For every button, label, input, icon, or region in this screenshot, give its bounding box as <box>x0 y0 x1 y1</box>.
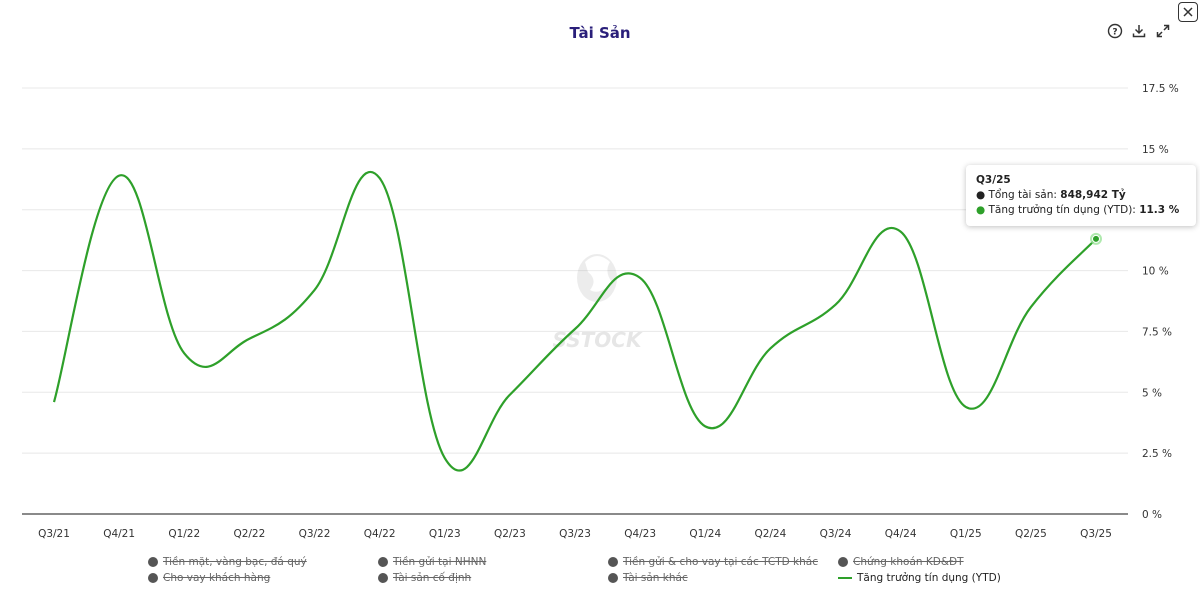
x-tick-label: Q1/24 <box>689 528 721 540</box>
legend-item-customer-loans[interactable]: Cho vay khách hàng <box>148 572 270 584</box>
legend-label: Tăng trưởng tín dụng (YTD) <box>857 572 1001 584</box>
y-axis: 0 % 2.5 % 5 % 7.5 % 10 % 15 % 17.5 % <box>1142 83 1179 521</box>
legend-marker <box>378 557 388 567</box>
legend-label: Tiền gửi & cho vay tại các TCTD khác <box>623 556 818 568</box>
legend-item-other-assets[interactable]: Tài sản khác <box>608 572 688 584</box>
x-tick-label: Q4/22 <box>364 528 396 540</box>
x-tick-label: Q4/23 <box>624 528 656 540</box>
tooltip-row-total-assets: ● Tổng tài sản: 848,942 Tỷ <box>976 189 1126 201</box>
x-tick-label: Q1/22 <box>168 528 200 540</box>
help-icon[interactable]: ? <box>1106 22 1124 40</box>
legend-label: Tài sản khác <box>623 572 688 584</box>
y-tick-label: 10 % <box>1142 266 1169 278</box>
x-tick-label: Q3/22 <box>299 528 331 540</box>
close-icon[interactable] <box>1178 2 1198 22</box>
tooltip-row-credit-growth: ● Tăng trưởng tín dụng (YTD): 11.3 % <box>976 204 1180 216</box>
legend-marker <box>148 557 158 567</box>
chart-title: Tài Sản <box>569 24 631 42</box>
x-tick-label: Q3/23 <box>559 528 591 540</box>
x-tick-label: Q2/23 <box>494 528 526 540</box>
legend-item-fixed-assets[interactable]: Tài sản cố định <box>378 572 471 584</box>
x-tick-label: Q3/21 <box>38 528 70 540</box>
legend-item-sbv-deposits[interactable]: Tiền gửi tại NHNN <box>378 556 486 568</box>
legend-label: Tiền gửi tại NHNN <box>393 556 487 568</box>
chart-toolbar: ? <box>1106 22 1172 40</box>
highlight-point <box>1092 234 1100 243</box>
y-tick-label: 5 % <box>1142 387 1162 399</box>
svg-text:SSTOCK: SSTOCK <box>553 328 643 352</box>
svg-text:?: ? <box>1112 28 1117 38</box>
tooltip-value: 848,942 Tỷ <box>1060 189 1126 201</box>
x-tick-label: Q2/22 <box>233 528 265 540</box>
legend-item-cash[interactable]: Tiền mặt, vàng bạc, đá quý <box>148 556 307 568</box>
legend-item-securities[interactable]: Chứng khoán KD&ĐT <box>838 556 964 568</box>
grid <box>22 87 1128 515</box>
legend-marker <box>608 573 618 583</box>
x-tick-label: Q2/24 <box>754 528 786 540</box>
download-icon[interactable] <box>1130 22 1148 40</box>
x-tick-label: Q1/25 <box>950 528 982 540</box>
y-tick-label: 17.5 % <box>1142 83 1179 95</box>
legend-marker <box>148 573 158 583</box>
legend-label: Tiền mặt, vàng bạc, đá quý <box>163 556 307 568</box>
x-tick-label: Q1/23 <box>429 528 461 540</box>
legend-marker <box>838 557 848 567</box>
tooltip-title: Q3/25 <box>976 174 1011 186</box>
y-tick-label: 15 % <box>1142 144 1169 156</box>
legend-item-credit-growth[interactable]: Tăng trưởng tín dụng (YTD) <box>838 572 1001 584</box>
y-tick-label: 7.5 % <box>1142 326 1172 338</box>
legend-marker <box>608 557 618 567</box>
legend-label: Tài sản cố định <box>393 572 472 584</box>
x-tick-label: Q2/25 <box>1015 528 1047 540</box>
series-line <box>52 170 1097 472</box>
legend-marker <box>378 573 388 583</box>
legend-item-interbank[interactable]: Tiền gửi & cho vay tại các TCTD khác <box>608 556 818 568</box>
legend-marker <box>838 577 852 579</box>
tooltip: Q3/25 ● Tổng tài sản: 848,942 Tỷ ● Tăng … <box>966 165 1196 226</box>
x-tick-label: Q4/24 <box>885 528 917 540</box>
tooltip-label: Tổng tài sản: <box>988 189 1061 201</box>
series-layer <box>52 170 1102 472</box>
x-tick-label: Q4/21 <box>103 528 135 540</box>
x-axis: Q3/21 Q4/21 Q1/22 Q2/22 Q3/22 Q4/22 Q1/23 Q2/23… <box>38 528 1112 540</box>
x-tick-label: Q3/25 <box>1080 528 1112 540</box>
legend-label: Cho vay khách hàng <box>163 572 271 584</box>
expand-icon[interactable] <box>1154 22 1172 40</box>
y-tick-label: 0 % <box>1142 509 1162 521</box>
legend: Tiền mặt, vàng bạc, đá quý Tiền gửi tại … <box>0 556 1200 592</box>
tooltip-label: Tăng trưởng tín dụng (YTD): <box>988 204 1140 216</box>
tooltip-value: 11.3 % <box>1139 204 1180 216</box>
legend-label: Chứng khoán KD&ĐT <box>853 556 964 568</box>
x-tick-label: Q3/24 <box>820 528 852 540</box>
y-tick-label: 2.5 % <box>1142 448 1172 460</box>
